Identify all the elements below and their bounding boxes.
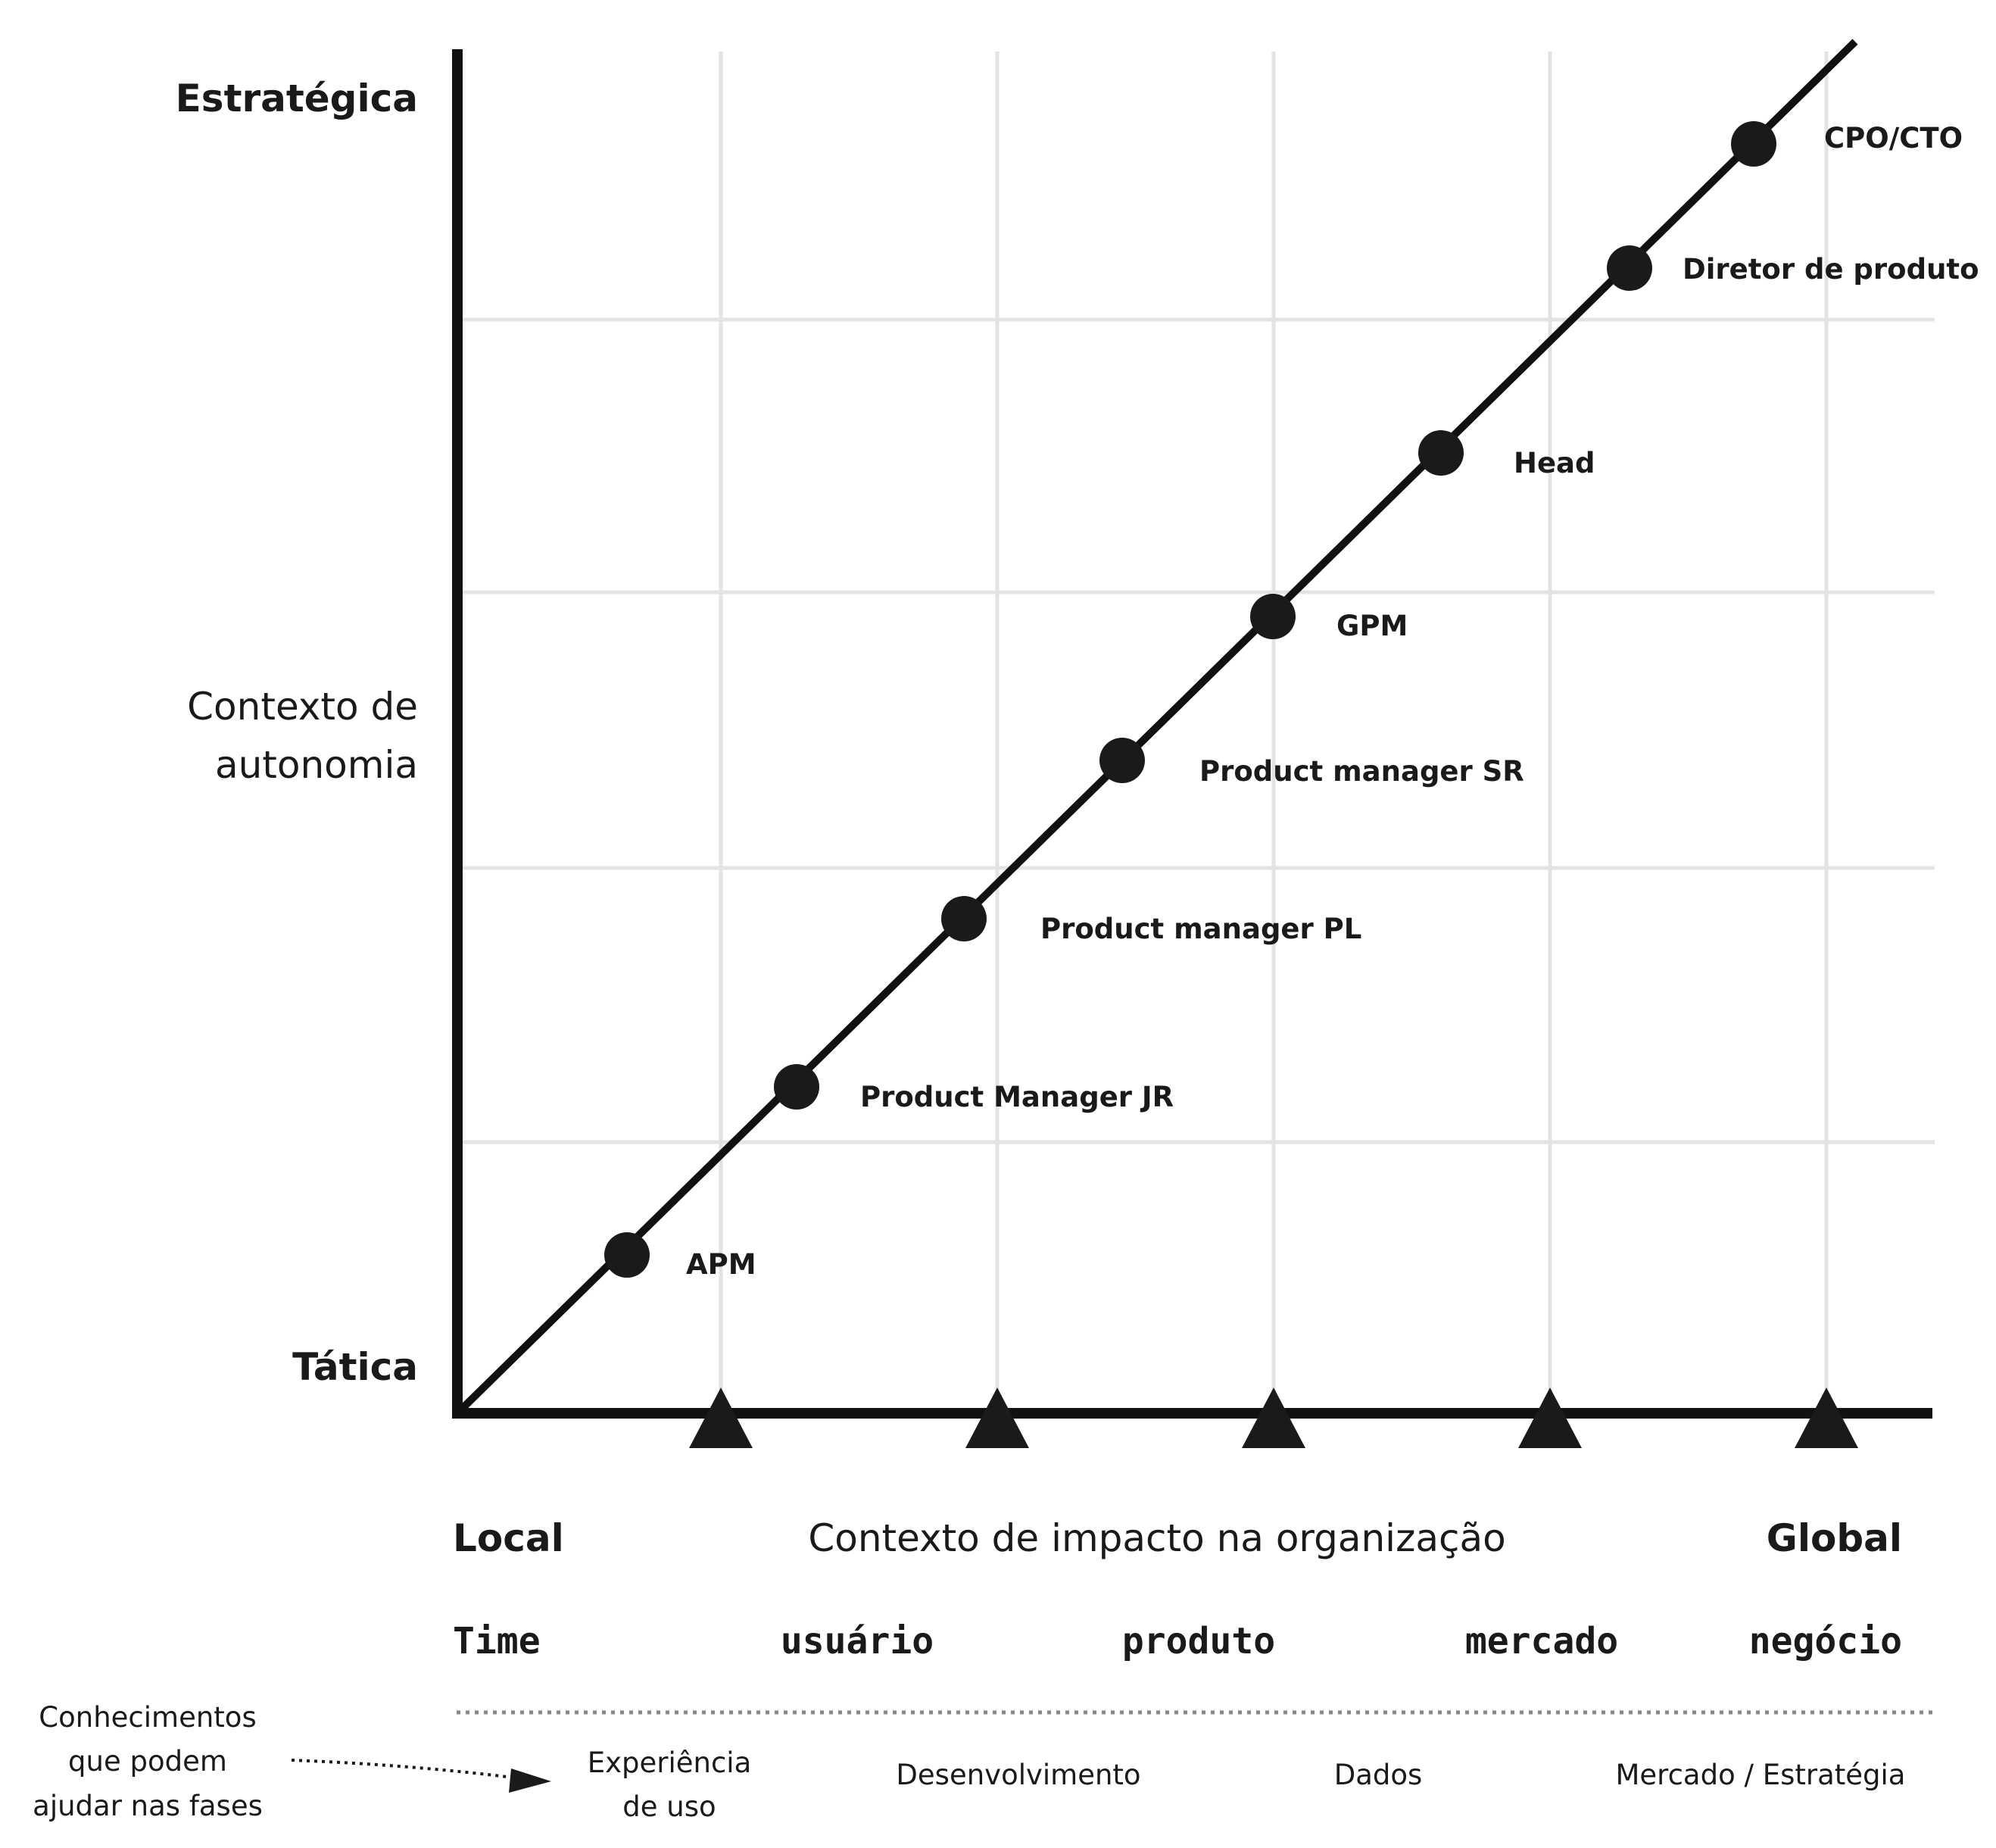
role-dots [604,121,1776,1278]
role-label-pm-pl: Product manager PL [1040,913,1361,945]
knowledge-item-desenvolvimento: Desenvolvimento [896,1759,1140,1791]
role-label-head: Head [1514,447,1595,479]
y-axis-labels: Estratégica Tática Contexto de autonomia [176,76,418,1389]
scope-markers [689,1388,1858,1448]
scope-label-usuario: usuário [781,1620,934,1662]
role-dot-pm-jr [774,1064,819,1110]
scope-label-mercado: mercado [1465,1620,1618,1662]
knowledge-caption-line3: ajudar nas fases [33,1790,263,1822]
x-axis-labels: Local Contexto de impacto na organização… [453,1516,1902,1560]
role-dot-head [1418,430,1464,476]
scope-marker-triangle [689,1388,753,1448]
role-label-apm: APM [686,1248,756,1281]
knowledge-arrow-line [291,1759,514,1779]
knowledge-item-dados: Dados [1334,1759,1423,1791]
grid [457,52,1935,1413]
x-axis-left-label: Local [453,1516,564,1560]
role-dot-apm [604,1232,650,1278]
role-label-pm-jr: Product Manager JR [860,1081,1174,1113]
y-axis-title-line2: autonomia [215,743,418,787]
knowledge-arrow-head [509,1768,551,1793]
scope-marker-triangle [1795,1388,1858,1448]
role-dot-director [1607,245,1652,291]
scope-label-time: Time [453,1620,541,1662]
knowledge-caption-line1: Conhecimentos [39,1701,256,1734]
y-axis-bottom-label: Tática [292,1345,418,1389]
scope-marker-triangle [1242,1388,1305,1448]
progression-line [454,39,1858,1416]
role-dot-pm-pl [941,896,987,941]
role-dot-gpm [1250,594,1296,639]
role-labels: APM Product Manager JR Product manager P… [686,122,1979,1281]
scope-label-produto: produto [1122,1620,1275,1662]
knowledge-items: Experiência de uso Desenvolvimento Dados… [588,1747,1906,1823]
role-label-pm-sr: Product manager SR [1199,755,1524,788]
knowledge-item-mercado-estrategia: Mercado / Estratégia [1616,1759,1906,1791]
role-dot-pm-sr [1099,738,1145,783]
scope-label-negocio: negócio [1749,1620,1902,1662]
scope-marker-triangle [965,1388,1029,1448]
role-label-gpm: GPM [1336,610,1408,642]
role-label-cpo: CPO/CTO [1824,122,1963,155]
x-axis-title: Contexto de impacto na organização [808,1516,1505,1560]
scope-marker-triangle [1518,1388,1582,1448]
knowledge-caption: Conhecimentos que podem ajudar nas fases [33,1701,263,1822]
knowledge-caption-line2: que podem [68,1745,227,1778]
y-axis-title-line1: Contexto de [187,685,418,729]
knowledge-item-experiencia-line1: Experiência [588,1747,752,1779]
knowledge-item-experiencia-line2: de uso [622,1790,716,1823]
scope-labels: Time usuário produto mercado negócio [453,1620,1902,1662]
role-dot-cpo [1731,121,1776,167]
x-axis-right-label: Global [1767,1516,1902,1560]
role-label-director: Diretor de produto [1683,253,1979,286]
y-axis-top-label: Estratégica [176,76,418,120]
